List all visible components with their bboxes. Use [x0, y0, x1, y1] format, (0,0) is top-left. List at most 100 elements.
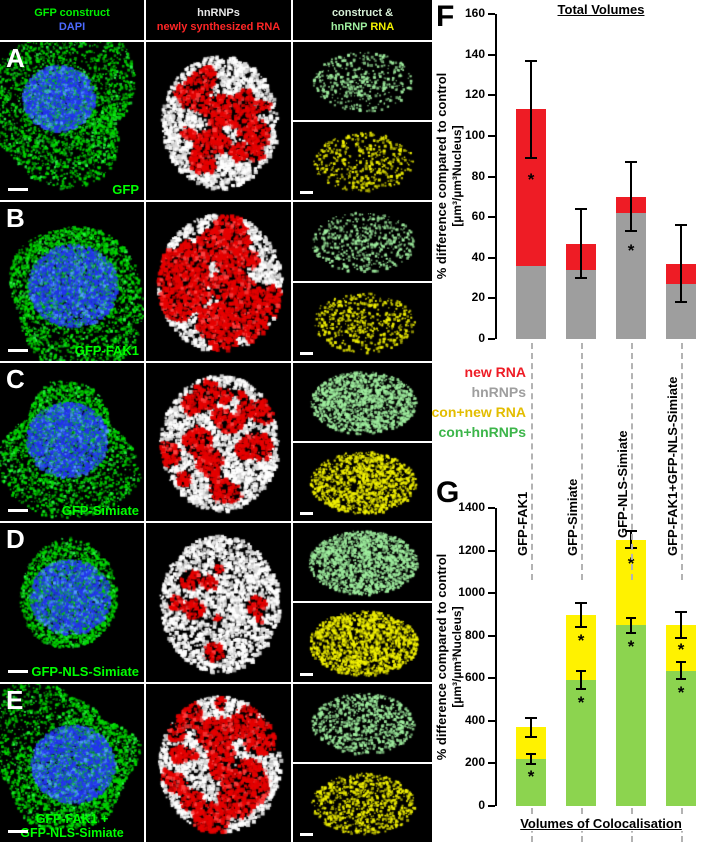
- construct-hnrnp-coloc-image: [293, 42, 432, 121]
- chart-f-plot: 0 20 40 60 80 100 120 140 160 * *: [465, 6, 705, 345]
- error-bar: [530, 60, 532, 159]
- column-header-colocalisation: construct & hnRNP RNA: [293, 0, 432, 40]
- scale-bar: [8, 829, 28, 833]
- category-label: GFP-Simiate: [565, 478, 580, 556]
- panel-e-nucleus-image: [146, 683, 291, 842]
- bar-segment: [566, 269, 596, 339]
- construct-rna-coloc-image: [293, 122, 432, 201]
- y-tick: [488, 719, 495, 722]
- error-bar: [630, 162, 632, 232]
- scale-bar: [300, 672, 313, 676]
- gfp-dapi-image: [0, 362, 144, 522]
- panel-c-coloc-images: [293, 362, 432, 522]
- y-tick: [488, 53, 495, 56]
- error-cap: [576, 669, 586, 672]
- error-bar: [580, 670, 582, 690]
- error-cap: [575, 277, 587, 280]
- error-cap: [525, 735, 537, 738]
- scale-bar: [8, 669, 28, 673]
- panel-letter: E: [6, 684, 24, 715]
- error-cap: [675, 224, 687, 227]
- panel-letter: A: [6, 43, 25, 73]
- hnrnp-rna-image: [146, 362, 291, 522]
- chart-g-plot: 0 200 400 600 800 1000 1200 1400 * * * * * * *: [458, 500, 705, 812]
- y-tick: [488, 297, 495, 300]
- error-cap: [675, 301, 687, 304]
- y-tick: [488, 175, 495, 178]
- bar-segment: [566, 679, 596, 806]
- error-cap: [626, 616, 636, 619]
- construct-rna-coloc-image: [293, 603, 432, 682]
- header-construct-amp: construct &: [331, 6, 394, 19]
- y-tick-label: 1200: [458, 542, 485, 557]
- y-tick-label: 40: [471, 249, 485, 264]
- construct-hnrnp-coloc-image: [293, 523, 432, 602]
- chart-f-title: Total Volumes: [497, 2, 705, 17]
- construct-hnrnp-coloc-image: [293, 683, 432, 762]
- y-tick-label: 1000: [458, 585, 485, 600]
- y-tick-label: 20: [471, 290, 485, 305]
- header-dapi: DAPI: [58, 21, 86, 33]
- error-cap: [626, 631, 636, 634]
- scale-bar: [300, 191, 313, 195]
- y-tick: [488, 549, 495, 552]
- y-tick-label: 1400: [458, 500, 485, 514]
- y-tick: [488, 94, 495, 97]
- y-tick-label: 0: [478, 331, 485, 345]
- error-cap: [525, 59, 537, 62]
- category-label: GFP-NLS-Simiate: [615, 430, 630, 538]
- panel-b-nucleus-image: [146, 202, 291, 361]
- header-hnrnp-rna: hnRNP RNA: [330, 21, 395, 33]
- panel-letter: D: [6, 524, 25, 555]
- bar-segment: [516, 759, 546, 806]
- panel-f-label: F: [436, 0, 455, 33]
- y-tick-label: 160: [464, 6, 485, 20]
- y-tick-label: 800: [464, 627, 485, 642]
- construct-label: GFP-FAK1 + GFP-NLS-Simiate: [20, 811, 124, 840]
- construct-label: GFP: [112, 182, 139, 198]
- y-tick: [488, 762, 495, 765]
- significance-asterisk: *: [527, 767, 535, 787]
- bar-segment: [516, 265, 546, 339]
- construct-rna-coloc-image: [293, 763, 432, 842]
- legend-item: con+new RNA: [431, 404, 526, 420]
- panel-e-coloc-images: [293, 683, 432, 842]
- error-cap: [625, 230, 637, 233]
- significance-asterisk: *: [677, 640, 685, 660]
- hnrnp-rna-image: [146, 42, 291, 201]
- bar-segment: [616, 213, 646, 339]
- bar-segment: [616, 625, 646, 806]
- gfp-dapi-image: [0, 42, 144, 201]
- scale-bar: [300, 351, 313, 355]
- error-bar: [680, 612, 682, 638]
- error-cap: [676, 661, 686, 664]
- legend-item: hnRNPs: [471, 384, 526, 400]
- gfp-dapi-image: [0, 523, 144, 682]
- panel-c-cell-image: C GFP-Simiate: [0, 362, 144, 522]
- construct-hnrnp-coloc-image: [293, 202, 432, 281]
- panel-a-coloc-images: [293, 42, 432, 201]
- column-header-construct: GFP construct DAPI: [0, 0, 144, 40]
- legend-item: con+hnRNPs: [438, 424, 526, 440]
- y-tick: [488, 507, 495, 509]
- construct-label: GFP-FAK1: [74, 342, 139, 358]
- error-cap: [576, 688, 586, 691]
- y-tick: [488, 216, 495, 219]
- panel-letter: B: [6, 203, 25, 234]
- header-gfp-construct: GFP construct: [34, 6, 110, 19]
- error-cap: [625, 161, 637, 164]
- bar-segment: [666, 670, 696, 806]
- y-tick: [488, 677, 495, 680]
- chart-g-title: Volumes of Colocalisation: [497, 816, 705, 831]
- significance-asterisk: *: [577, 630, 585, 650]
- y-tick-label: 100: [464, 127, 485, 142]
- construct-rna-coloc-image: [293, 282, 432, 361]
- significance-asterisk: *: [677, 682, 685, 702]
- category-dashed-line: [531, 343, 533, 580]
- category-dashed-line: [581, 343, 583, 580]
- error-cap: [675, 611, 687, 614]
- category-dashed-line: [681, 343, 683, 580]
- y-tick: [488, 338, 495, 340]
- error-cap: [525, 716, 537, 719]
